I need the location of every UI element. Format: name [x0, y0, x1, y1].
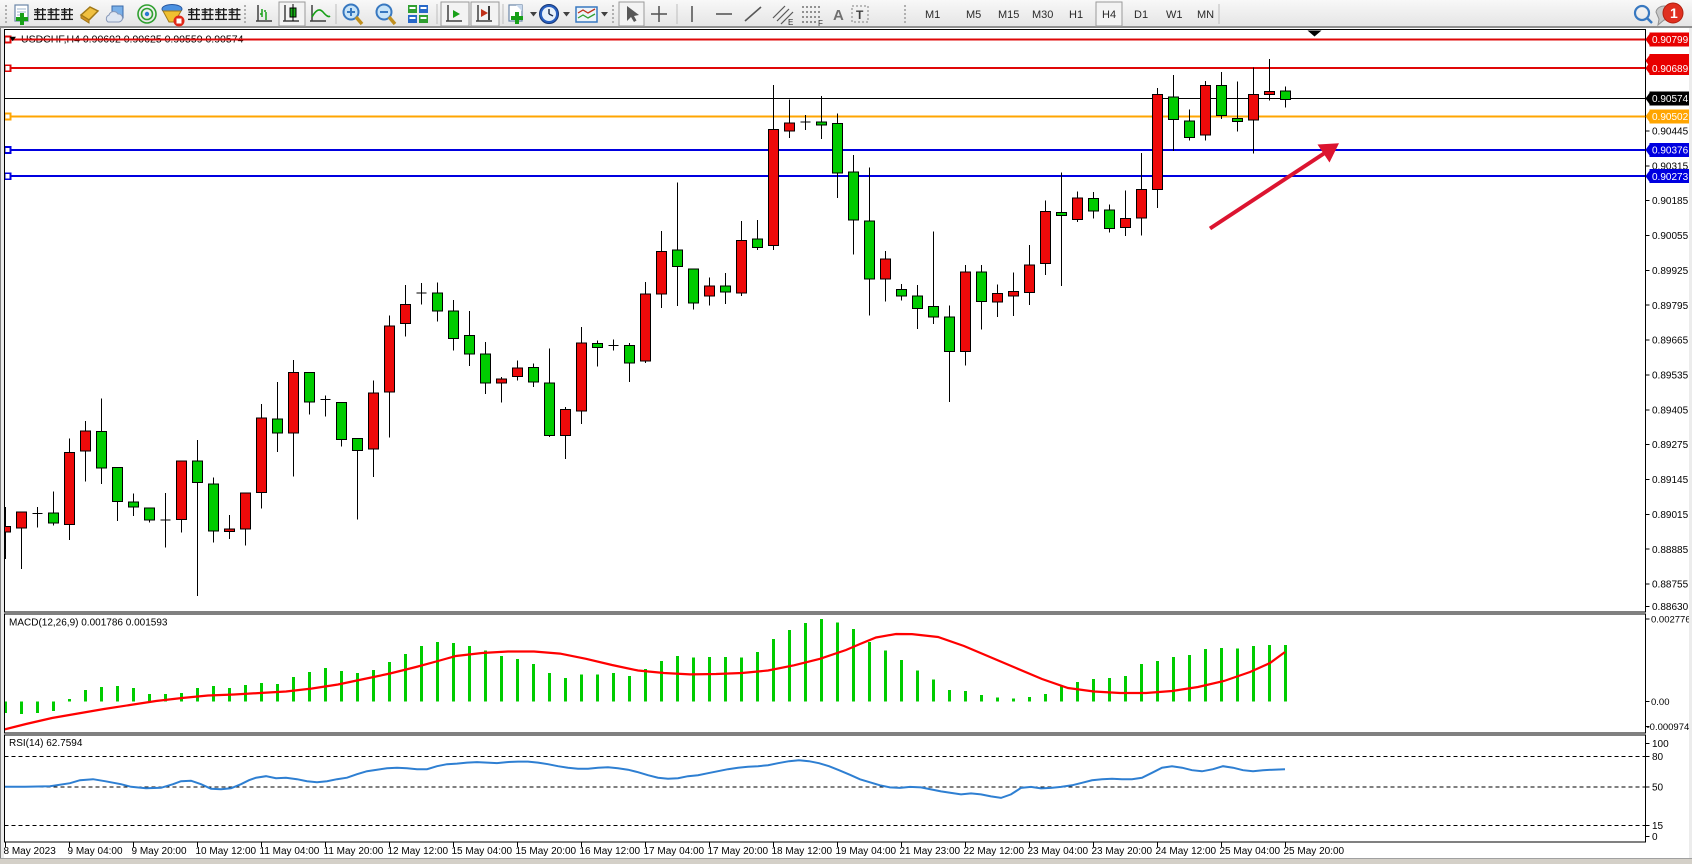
svg-text:0.90445: 0.90445 — [1652, 127, 1689, 138]
svg-text:0.90799: 0.90799 — [1652, 35, 1689, 46]
svg-text:0.90574: 0.90574 — [1652, 94, 1689, 105]
svg-text:16 May 12:00: 16 May 12:00 — [580, 846, 641, 857]
svg-text:E: E — [788, 18, 793, 27]
svg-text:9 May 04:00: 9 May 04:00 — [68, 846, 123, 857]
svg-text:MACD(12,26,9) 0.001786 0.00159: MACD(12,26,9) 0.001786 0.001593 — [9, 618, 168, 629]
svg-text:0.90689: 0.90689 — [1652, 64, 1689, 75]
svg-text:0.89535: 0.89535 — [1652, 371, 1689, 382]
svg-text:0.89275: 0.89275 — [1652, 440, 1689, 451]
svg-text:0.90315: 0.90315 — [1652, 161, 1689, 172]
svg-text:F: F — [818, 19, 823, 28]
svg-text:0.88885: 0.88885 — [1652, 545, 1689, 556]
svg-text:0.00: 0.00 — [1651, 697, 1670, 708]
svg-text:RSI(14) 62.7594: RSI(14) 62.7594 — [9, 738, 83, 749]
svg-text:8 May 2023: 8 May 2023 — [4, 846, 57, 857]
svg-text:1: 1 — [1670, 5, 1678, 21]
svg-text:17 May 04:00: 17 May 04:00 — [644, 846, 705, 857]
svg-text:0: 0 — [1652, 832, 1658, 843]
svg-text:19 May 04:00: 19 May 04:00 — [836, 846, 897, 857]
svg-text:0.89405: 0.89405 — [1652, 405, 1689, 416]
svg-text:M30: M30 — [1032, 9, 1053, 21]
svg-text:23 May 20:00: 23 May 20:00 — [1092, 846, 1153, 857]
svg-text:0.90376: 0.90376 — [1652, 146, 1689, 157]
svg-text:11 May 04:00: 11 May 04:00 — [260, 846, 320, 857]
svg-text:0.89925: 0.89925 — [1652, 266, 1689, 277]
svg-text:0.90273: 0.90273 — [1652, 172, 1689, 183]
svg-text:0.89145: 0.89145 — [1652, 475, 1689, 486]
svg-text:18 May 12:00: 18 May 12:00 — [772, 846, 833, 857]
svg-text:T: T — [856, 8, 864, 22]
svg-text:10 May 12:00: 10 May 12:00 — [196, 846, 257, 857]
svg-text:25 May 04:00: 25 May 04:00 — [1220, 846, 1281, 857]
svg-text:0.90185: 0.90185 — [1652, 196, 1689, 207]
svg-text:9 May 20:00: 9 May 20:00 — [132, 846, 187, 857]
svg-text:15 May 20:00: 15 May 20:00 — [516, 846, 577, 857]
svg-text:17 May 20:00: 17 May 20:00 — [708, 846, 769, 857]
svg-text:D1: D1 — [1134, 9, 1148, 21]
svg-text:M15: M15 — [998, 9, 1019, 21]
svg-text:H4: H4 — [1102, 9, 1116, 21]
svg-text:24 May 12:00: 24 May 12:00 — [1156, 846, 1217, 857]
svg-text:12 May 12:00: 12 May 12:00 — [388, 846, 449, 857]
svg-text:25 May 20:00: 25 May 20:00 — [1284, 846, 1345, 857]
svg-text:0.89795: 0.89795 — [1652, 301, 1689, 312]
svg-text:23 May 04:00: 23 May 04:00 — [1028, 846, 1089, 857]
svg-text:15: 15 — [1652, 821, 1664, 832]
svg-text:100: 100 — [1652, 739, 1669, 750]
svg-text:A: A — [833, 7, 844, 24]
svg-text:0.89015: 0.89015 — [1652, 510, 1689, 521]
svg-text:MN: MN — [1197, 9, 1214, 21]
svg-text:50: 50 — [1652, 783, 1664, 794]
svg-text:15 May 04:00: 15 May 04:00 — [452, 846, 513, 857]
svg-text:-0.000974: -0.000974 — [1647, 722, 1690, 733]
svg-text:0.88755: 0.88755 — [1652, 580, 1689, 591]
svg-text:W1: W1 — [1166, 9, 1183, 21]
svg-text:0.002776: 0.002776 — [1651, 615, 1691, 626]
svg-text:0.89665: 0.89665 — [1652, 336, 1689, 347]
svg-text:H1: H1 — [1069, 9, 1083, 21]
svg-text:11 May 20:00: 11 May 20:00 — [324, 846, 384, 857]
svg-text:M5: M5 — [966, 9, 981, 21]
svg-text:M1: M1 — [925, 9, 940, 21]
svg-text:21 May 23:00: 21 May 23:00 — [900, 846, 961, 857]
svg-text:22 May 12:00: 22 May 12:00 — [964, 846, 1025, 857]
svg-text:0.90055: 0.90055 — [1652, 231, 1689, 242]
svg-text:0.90502: 0.90502 — [1652, 112, 1689, 123]
svg-text:0.88630: 0.88630 — [1652, 602, 1689, 613]
svg-text:80: 80 — [1652, 752, 1664, 763]
